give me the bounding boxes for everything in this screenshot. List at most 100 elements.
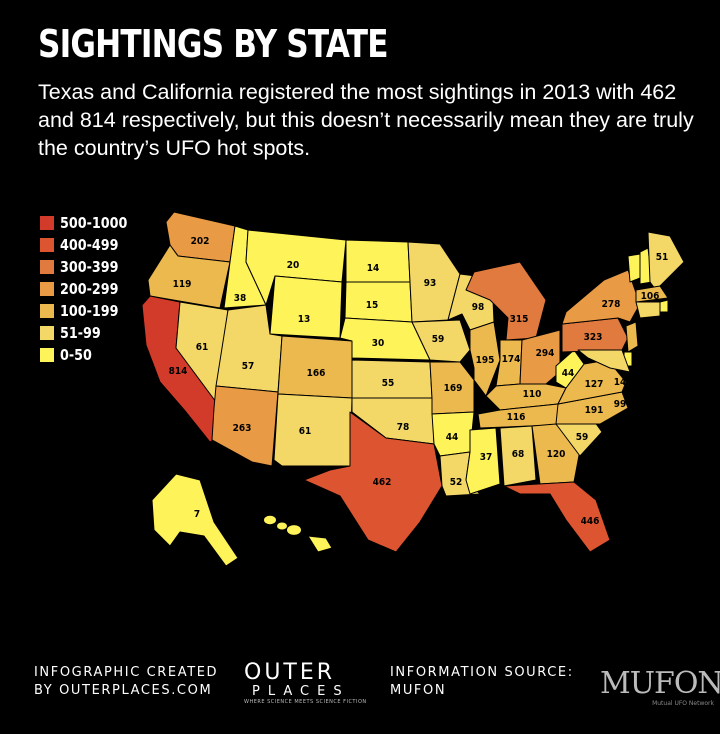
- state-label-pa: 323: [584, 332, 603, 343]
- state-label-mo: 169: [444, 383, 463, 394]
- legend-swatch: [40, 348, 54, 362]
- state-label-wy: 13: [298, 314, 311, 325]
- state-label-wa: 202: [191, 236, 210, 247]
- state-label-la: 52: [450, 477, 463, 488]
- state-label-mn: 93: [424, 278, 437, 289]
- legend-item-500-1000: 500-1000: [40, 212, 139, 234]
- page-title: SIGHTINGS BY STATE: [38, 22, 389, 66]
- state-label-tn: 116: [507, 412, 526, 423]
- state-label-ny: 278: [602, 299, 621, 310]
- source-line-2: MUFON: [390, 683, 447, 698]
- state-ak: [151, 473, 239, 567]
- state-label-nm: 61: [299, 426, 312, 437]
- legend-swatch: [40, 216, 54, 230]
- state-label-ct: 73: [649, 342, 662, 353]
- mufon-tagline: Mutual UFO Network: [652, 700, 714, 707]
- legend-label: 400-499: [60, 236, 119, 254]
- legend-label: 100-199: [60, 302, 119, 320]
- state-oh: [519, 329, 561, 385]
- state-label-nj: 133: [641, 347, 660, 358]
- legend-item-200-299: 200-299: [40, 278, 139, 300]
- legend-swatch: [40, 260, 54, 274]
- state-label-wv: 44: [562, 368, 575, 379]
- credit-text: INFOGRAPHIC CREATED BY OUTERPLACES.COM: [34, 664, 218, 700]
- state-ny: [561, 269, 641, 325]
- state-label-ga: 120: [547, 449, 566, 460]
- state-ma: [635, 285, 669, 303]
- state-label-de: 14: [614, 377, 627, 388]
- state-label-sd: 15: [366, 300, 379, 311]
- hawaii-island-2: [277, 522, 287, 530]
- state-ia: [411, 319, 471, 363]
- legend-swatch: [40, 326, 54, 340]
- legend-label: 200-299: [60, 280, 119, 298]
- hawaii-island-3: [287, 525, 301, 535]
- outer-logo-word: OUTER: [244, 660, 336, 685]
- state-label-ut: 57: [242, 361, 255, 372]
- legend-label: 500-1000: [60, 214, 128, 232]
- state-label-in: 174: [502, 354, 521, 365]
- legend-item-400-499: 400-499: [40, 234, 139, 256]
- state-label-mi: 315: [510, 314, 529, 325]
- source-text: INFORMATION SOURCE: MUFON: [390, 664, 574, 700]
- state-label-mt: 20: [287, 260, 300, 271]
- state-label-ma: 106: [641, 291, 660, 302]
- state-fl: [503, 481, 611, 553]
- state-label-ne: 30: [372, 338, 385, 349]
- legend-item-300-399: 300-399: [40, 256, 139, 278]
- state-co: [277, 335, 353, 399]
- state-label-sc: 59: [576, 432, 589, 443]
- state-label-ks: 55: [382, 378, 395, 389]
- legend-item-0-50: 0-50: [40, 344, 139, 366]
- state-label-hi: 23: [296, 538, 309, 549]
- state-label-id: 38: [234, 293, 247, 304]
- state-label-nh: 42: [627, 241, 640, 252]
- outer-places-logo: OUTER PLACES WHERE SCIENCE MEETS SCIENCE…: [244, 660, 367, 712]
- state-label-tx: 462: [373, 477, 392, 488]
- state-label-vt: 25: [606, 255, 619, 266]
- outer-tagline: WHERE SCIENCE MEETS SCIENCE FICTION: [244, 699, 367, 705]
- state-ct: [635, 301, 661, 319]
- state-nd: [345, 239, 411, 283]
- state-label-me: 51: [656, 252, 669, 263]
- state-ms: [465, 427, 501, 495]
- state-label-or: 119: [173, 279, 192, 290]
- legend-item-100-199: 100-199: [40, 300, 139, 322]
- state-label-nc: 191: [585, 405, 604, 416]
- credit-line-1: INFOGRAPHIC CREATED: [34, 665, 219, 680]
- state-al: [499, 425, 537, 487]
- legend-label: 51-99: [60, 324, 101, 342]
- state-wv: [555, 349, 585, 389]
- state-label-nv: 61: [196, 342, 209, 353]
- state-label-fl: 446: [581, 516, 600, 527]
- state-nm: [273, 393, 353, 467]
- state-label-wi: 98: [472, 302, 485, 313]
- state-label-oh: 294: [536, 348, 555, 359]
- legend-item-51-99: 51-99: [40, 322, 139, 344]
- hawaii-island-1: [264, 515, 276, 525]
- legend-swatch: [40, 282, 54, 296]
- state-tx: [303, 411, 443, 553]
- state-label-ok: 78: [397, 422, 410, 433]
- legend-swatch: [40, 238, 54, 252]
- state-label-az: 263: [233, 423, 252, 434]
- credit-line-2: BY OUTERPLACES.COM: [34, 683, 213, 698]
- state-label-ms: 37: [480, 452, 493, 463]
- state-or: [147, 244, 231, 309]
- state-ri: [659, 299, 669, 313]
- state-label-ak: 7: [194, 509, 200, 520]
- state-label-ca: 814: [169, 366, 188, 377]
- legend-label: 0-50: [60, 346, 92, 364]
- mufon-logo-word: MUFON: [600, 666, 720, 701]
- legend-label: 300-399: [60, 258, 119, 276]
- state-nj: [625, 321, 639, 353]
- state-vt: [627, 253, 641, 283]
- mufon-logo: MUFON Mutual UFO Network: [600, 666, 720, 714]
- legend-swatch: [40, 304, 54, 318]
- state-label-ky: 110: [523, 389, 542, 400]
- state-me: [647, 231, 685, 291]
- state-label-al: 68: [512, 449, 525, 460]
- source-line-1: INFORMATION SOURCE:: [390, 665, 574, 680]
- state-label-il: 195: [476, 355, 495, 366]
- state-il: [469, 321, 501, 397]
